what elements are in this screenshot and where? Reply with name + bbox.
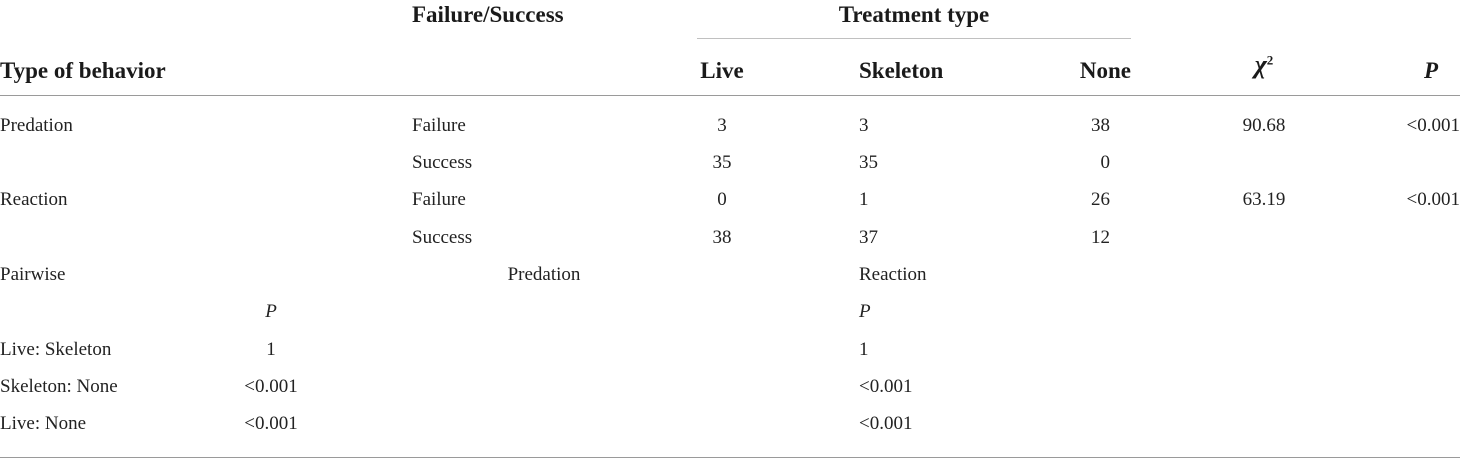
header-failure-success: Failure/Success bbox=[412, 2, 564, 27]
row-4-live: 38 bbox=[712, 227, 732, 248]
row-3-p: <0.001 bbox=[1406, 189, 1460, 210]
header-skeleton: Skeleton bbox=[859, 58, 944, 83]
row-2-outcome: Success bbox=[412, 152, 473, 173]
pairwise-label: Pairwise bbox=[0, 264, 66, 285]
row-1-none: 38 bbox=[1091, 115, 1110, 136]
row-1-live: 3 bbox=[717, 115, 727, 136]
bottom-rule bbox=[0, 457, 1460, 458]
chi-symbol: χ bbox=[1254, 50, 1267, 79]
row-3-chi2: 63.19 bbox=[1242, 189, 1286, 210]
header-none: None bbox=[1079, 58, 1131, 83]
row-4-skeleton: 37 bbox=[859, 227, 878, 248]
row-4-none: 12 bbox=[1091, 227, 1110, 248]
header-type-of-behavior: Type of behavior bbox=[0, 58, 166, 83]
header-live: Live bbox=[700, 58, 744, 83]
row-3-skeleton: 1 bbox=[859, 189, 869, 210]
row-1-outcome: Failure bbox=[412, 115, 466, 136]
pairwise-row-3-reaction-p: <0.001 bbox=[859, 413, 913, 434]
header-chi-squared: χ2 bbox=[1255, 52, 1274, 79]
header-treatment-type: Treatment type bbox=[838, 2, 990, 27]
pairwise-row-2-predation-p: <0.001 bbox=[244, 376, 298, 397]
row-1-chi2: 90.68 bbox=[1242, 115, 1286, 136]
pairwise-reaction-label: Reaction bbox=[859, 264, 927, 285]
row-2-skeleton: 35 bbox=[859, 152, 878, 173]
row-2-none: 0 bbox=[1100, 152, 1111, 173]
pairwise-predation-p-label: P bbox=[265, 301, 277, 322]
treatment-type-rule bbox=[697, 38, 1131, 39]
chi-superscript: 2 bbox=[1266, 52, 1274, 68]
pairwise-reaction-p-label: P bbox=[859, 301, 871, 322]
pairwise-row-3-pair: Live: None bbox=[0, 413, 87, 434]
pairwise-row-1-pair: Live: Skeleton bbox=[0, 339, 112, 360]
row-3-behavior: Reaction bbox=[0, 189, 68, 210]
row-3-live: 0 bbox=[717, 189, 727, 210]
pairwise-row-2-reaction-p: <0.001 bbox=[859, 376, 913, 397]
row-3-outcome: Failure bbox=[412, 189, 466, 210]
pairwise-row-1-reaction-p: 1 bbox=[859, 339, 869, 360]
row-3-none: 26 bbox=[1091, 189, 1110, 210]
row-2-live: 35 bbox=[712, 152, 732, 173]
header-p: P bbox=[1423, 58, 1439, 83]
header-rule bbox=[0, 95, 1460, 96]
row-1-behavior: Predation bbox=[0, 115, 73, 136]
pairwise-row-1-predation-p: 1 bbox=[266, 339, 276, 360]
row-1-p: <0.001 bbox=[1406, 115, 1460, 136]
row-4-outcome: Success bbox=[412, 227, 473, 248]
pairwise-row-2-pair: Skeleton: None bbox=[0, 376, 118, 397]
row-1-skeleton: 3 bbox=[859, 115, 869, 136]
pairwise-predation-label: Predation bbox=[507, 264, 581, 285]
pairwise-row-3-predation-p: <0.001 bbox=[244, 413, 298, 434]
